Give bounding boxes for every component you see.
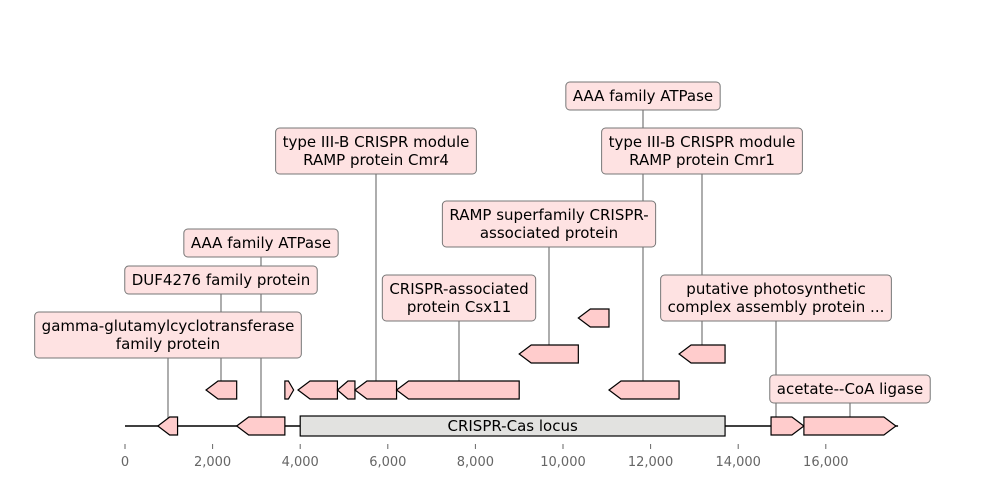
gene-arrow-0 xyxy=(156,416,179,436)
gene-label-text: gamma-glutamylcyclotransferase xyxy=(42,317,295,335)
gene-arrow-3 xyxy=(284,380,295,400)
gene-label-text: type III-B CRISPR module xyxy=(609,133,796,151)
gene-arrow-8 xyxy=(518,344,579,364)
x-tick-label: 8,000 xyxy=(457,455,494,470)
gene-label-box xyxy=(565,81,721,111)
gene-label-13: acetate--CoA ligase xyxy=(769,374,931,404)
gene-arrow-5 xyxy=(336,380,356,400)
x-tick-label: 10,000 xyxy=(540,455,586,470)
gene-label-10: AAA family ATPase xyxy=(565,81,721,111)
gene-label-2: DUF4276 family protein xyxy=(124,265,318,295)
gene-label-box xyxy=(441,200,657,248)
gene-features xyxy=(156,308,897,436)
x-tick-label: 16,000 xyxy=(803,455,849,470)
locus-box xyxy=(299,415,726,437)
gene-label-box xyxy=(275,127,477,175)
gene-arrow-1 xyxy=(235,416,286,436)
gene-label-box xyxy=(34,311,302,359)
gene-label-1: AAA family ATPase xyxy=(183,228,339,258)
x-tick-label: 4,000 xyxy=(282,455,319,470)
gene-label-text: putative photosynthetic xyxy=(686,280,865,298)
gene-arrow-2 xyxy=(205,380,238,400)
gene-arrow-4 xyxy=(297,380,339,400)
gene-label-text: RAMP protein Cmr1 xyxy=(629,151,775,169)
x-tick-label: 14,000 xyxy=(715,455,761,470)
gene-arrow-9 xyxy=(577,308,610,328)
x-tick-label: 2,000 xyxy=(194,455,231,470)
gene-arrow-11 xyxy=(678,344,726,364)
gene-label-text: acetate--CoA ligase xyxy=(777,380,923,398)
gene-arrow-12 xyxy=(770,416,805,436)
x-tick-label: 12,000 xyxy=(628,455,674,470)
gene-label-text: family protein xyxy=(116,335,220,353)
gene-label-text: protein Csx11 xyxy=(407,298,511,316)
gene-label-box xyxy=(660,274,892,322)
gene-label-box xyxy=(183,228,339,258)
gene-label-text: RAMP superfamily CRISPR- xyxy=(449,206,648,224)
gene-label-text: RAMP protein Cmr4 xyxy=(303,151,449,169)
gene-label-text: complex assembly protein ... xyxy=(668,298,885,316)
gene-arrow-6 xyxy=(353,380,398,400)
gene-label-box xyxy=(381,274,537,322)
gene-label-box xyxy=(769,374,931,404)
gene-arrow-13 xyxy=(803,416,897,436)
x-tick-label: 6,000 xyxy=(369,455,406,470)
x-tick-label: 0 xyxy=(121,455,129,470)
gene-label-text: AAA family ATPase xyxy=(573,87,713,105)
locus-label: CRISPR-Cas locus xyxy=(447,417,577,435)
gene-label-8: RAMP superfamily CRISPR-associated prote… xyxy=(441,200,657,248)
gene-label-text: CRISPR-associated xyxy=(389,280,528,298)
gene-arrow-7 xyxy=(395,380,520,400)
gene-arrow-10 xyxy=(607,380,680,400)
gene-label-text: associated protein xyxy=(480,224,618,242)
gene-label-text: type III-B CRISPR module xyxy=(283,133,470,151)
gene-label-text: AAA family ATPase xyxy=(191,234,331,252)
gene-label-text: DUF4276 family protein xyxy=(132,271,310,289)
gene-label-box xyxy=(124,265,318,295)
gene-label-box xyxy=(601,127,803,175)
x-axis: 0 2,000 4,000 6,000 8,000 10,000 12,000 14,000 1… xyxy=(121,444,849,470)
